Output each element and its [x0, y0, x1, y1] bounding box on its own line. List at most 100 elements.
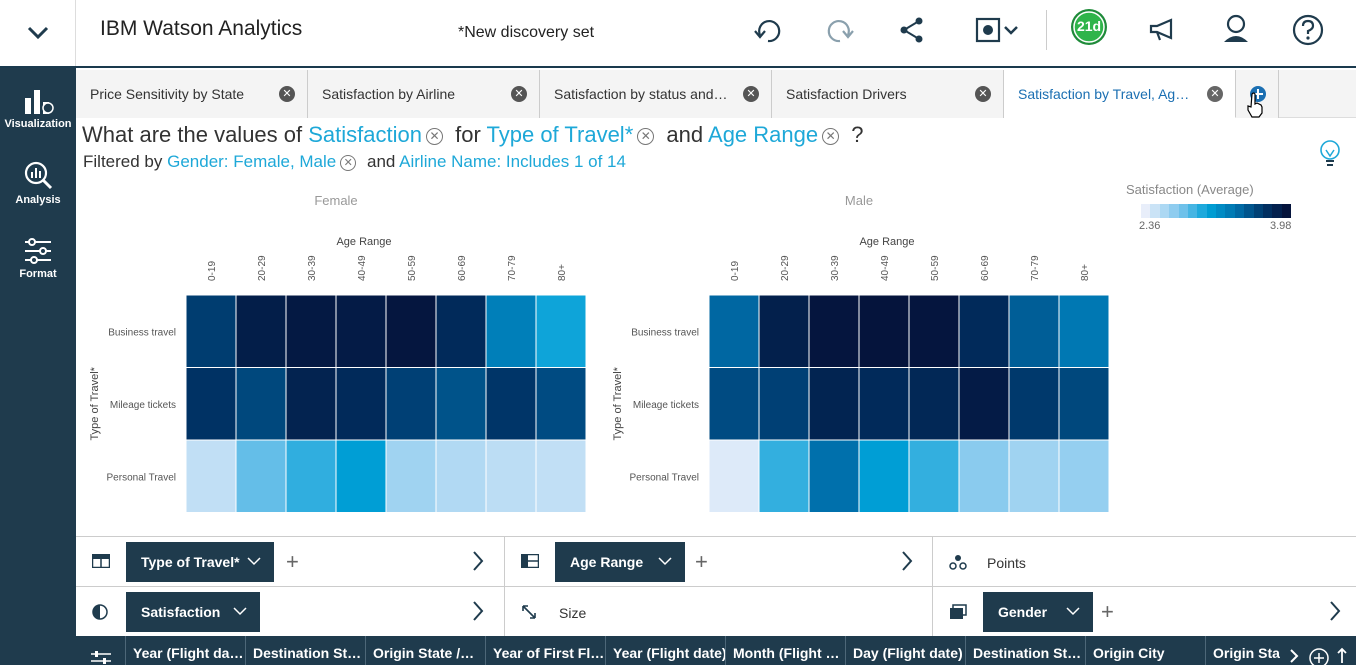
legend-swatch	[1234, 204, 1245, 218]
rows-icon	[521, 554, 539, 568]
heatmap-chart: Female Age Range 0-19 20-29 30-39 40-49 50-59 6…	[89, 193, 1110, 513]
legend-swatch	[1197, 204, 1207, 218]
heatmap-cell	[858, 294, 910, 368]
heatmap-cell	[485, 294, 537, 368]
slot-row-1: Type of Travel* + Age Range + Points	[76, 536, 1356, 587]
type-of-travel-pill[interactable]: Type of Travel*	[126, 542, 274, 582]
heatmap-cell	[958, 367, 1010, 441]
close-tab-icon[interactable]: ✕	[743, 86, 759, 102]
undo-icon[interactable]	[750, 12, 786, 48]
gender-pill[interactable]: Gender	[983, 592, 1093, 632]
data-column[interactable]: Month (Flight …	[725, 636, 845, 665]
repeat-slot: Gender +	[933, 587, 1356, 637]
nav-visualization[interactable]: Visualization	[0, 86, 76, 130]
filter-sentence: Filtered by Gender: Female, Male ✕ and Ai…	[83, 152, 626, 171]
close-tab-icon[interactable]: ✕	[975, 86, 991, 102]
data-column[interactable]: Origin State	[1205, 636, 1280, 665]
close-tab-icon[interactable]: ✕	[511, 86, 527, 102]
top-bar: IBM Watson Analytics *New discovery set …	[0, 0, 1356, 68]
nav-analysis[interactable]: Analysis	[0, 160, 76, 206]
x-tick-label: 70-79	[507, 255, 518, 281]
repeat-icon	[950, 604, 967, 619]
remove-token-icon[interactable]: ✕	[425, 128, 443, 145]
data-column[interactable]: Origin City	[1085, 636, 1205, 665]
heatmap-cell	[285, 294, 337, 368]
color-icon	[92, 604, 108, 620]
y-tick-label: Business travel	[108, 327, 176, 338]
add-field-icon[interactable]: +	[695, 549, 708, 574]
data-column[interactable]: Year of First Fl…	[485, 636, 605, 665]
chevron-down-icon	[233, 607, 247, 616]
x-axis-title: Age Range	[859, 236, 914, 248]
nav-format[interactable]: Format	[0, 236, 76, 280]
main-menu-button[interactable]	[0, 0, 76, 66]
satisfaction-pill[interactable]: Satisfaction	[126, 592, 260, 632]
heatmap-cell	[708, 367, 760, 441]
expand-up-icon[interactable]	[1336, 647, 1348, 665]
y-tick-label: Mileage tickets	[633, 400, 699, 411]
heatmap-cell	[808, 367, 860, 441]
dimension2-token[interactable]: Age Range	[708, 122, 819, 147]
x-tick-label: 40-49	[880, 255, 891, 281]
legend-title: Satisfaction (Average)	[1126, 182, 1254, 197]
chevron-right-icon[interactable]	[471, 549, 485, 573]
announcements-icon[interactable]	[1146, 12, 1182, 48]
dimension1-token[interactable]: Type of Travel*	[486, 122, 634, 147]
heatmap-cell	[858, 367, 910, 441]
x-tick-label: 30-39	[830, 255, 841, 281]
share-icon[interactable]	[894, 12, 930, 48]
age-range-pill[interactable]: Age Range	[555, 542, 685, 582]
facet-label: Male	[845, 193, 873, 208]
heatmap-cell	[335, 367, 387, 441]
points-slot[interactable]: Points	[933, 537, 1356, 587]
heatmap-cell	[858, 439, 910, 513]
remove-filter-icon[interactable]: ✕	[340, 155, 357, 171]
filter2-token[interactable]: Airline Name: Includes 1 of 14	[399, 152, 626, 171]
chevron-right-icon[interactable]	[1328, 599, 1342, 623]
heatmap-cell	[1058, 367, 1110, 441]
tab-satisfaction-status[interactable]: Satisfaction by status and… ✕	[540, 70, 772, 118]
scroll-right-icon[interactable]	[1288, 648, 1300, 664]
tab-satisfaction-travel[interactable]: Satisfaction by Travel, Ag… ✕	[1004, 70, 1236, 118]
data-column[interactable]: Destination St…	[965, 636, 1085, 665]
data-column[interactable]: Destination St…	[245, 636, 365, 665]
remove-token-icon[interactable]: ✕	[637, 128, 655, 145]
lightbulb-icon[interactable]	[1318, 138, 1342, 170]
sliders-icon	[25, 238, 51, 264]
trial-days-badge[interactable]: 21d	[1068, 6, 1110, 48]
x-tick-label: 50-59	[930, 255, 941, 281]
remove-token-icon[interactable]: ✕	[822, 128, 840, 145]
chevron-right-icon[interactable]	[471, 599, 485, 623]
measure-token[interactable]: Satisfaction	[308, 122, 422, 147]
add-column-icon[interactable]	[1308, 647, 1330, 669]
help-icon[interactable]	[1290, 12, 1326, 48]
close-tab-icon[interactable]: ✕	[279, 86, 295, 102]
chevron-right-icon[interactable]	[900, 549, 914, 573]
tab-price-sensitivity[interactable]: Price Sensitivity by State ✕	[76, 70, 308, 118]
add-field-icon[interactable]: +	[1101, 599, 1114, 624]
tab-satisfaction-drivers[interactable]: Satisfaction Drivers ✕	[772, 70, 1004, 118]
redo-icon[interactable]	[822, 12, 858, 48]
tab-satisfaction-airline[interactable]: Satisfaction by Airline ✕	[308, 70, 540, 118]
columns-icon	[92, 554, 110, 568]
data-column[interactable]: Origin State /…	[365, 636, 485, 665]
add-field-icon[interactable]: +	[286, 549, 299, 574]
x-tick-label: 70-79	[1030, 255, 1041, 281]
filter-sliders-icon[interactable]	[90, 651, 112, 665]
chevron-down-icon	[1066, 607, 1080, 616]
filter1-token[interactable]: Gender: Female, Male	[167, 152, 337, 171]
x-tick-label: 50-59	[407, 255, 418, 281]
heatmap-cell	[385, 367, 437, 441]
document-title[interactable]: *New discovery set	[458, 24, 595, 41]
x-tick-label: 40-49	[357, 255, 368, 281]
y-tick-label: Mileage tickets	[110, 400, 176, 411]
user-icon[interactable]	[1218, 12, 1254, 48]
size-slot[interactable]: Size	[505, 587, 933, 637]
data-column[interactable]: Day (Flight date)	[845, 636, 965, 665]
data-column[interactable]: Year (Flight date)	[605, 636, 725, 665]
display-mode-dropdown[interactable]	[966, 12, 1026, 48]
x-tick-label: 0-19	[730, 261, 741, 281]
data-column[interactable]: Year (Flight da…	[125, 636, 245, 665]
close-tab-icon[interactable]: ✕	[1207, 86, 1223, 102]
points-icon	[949, 555, 967, 570]
